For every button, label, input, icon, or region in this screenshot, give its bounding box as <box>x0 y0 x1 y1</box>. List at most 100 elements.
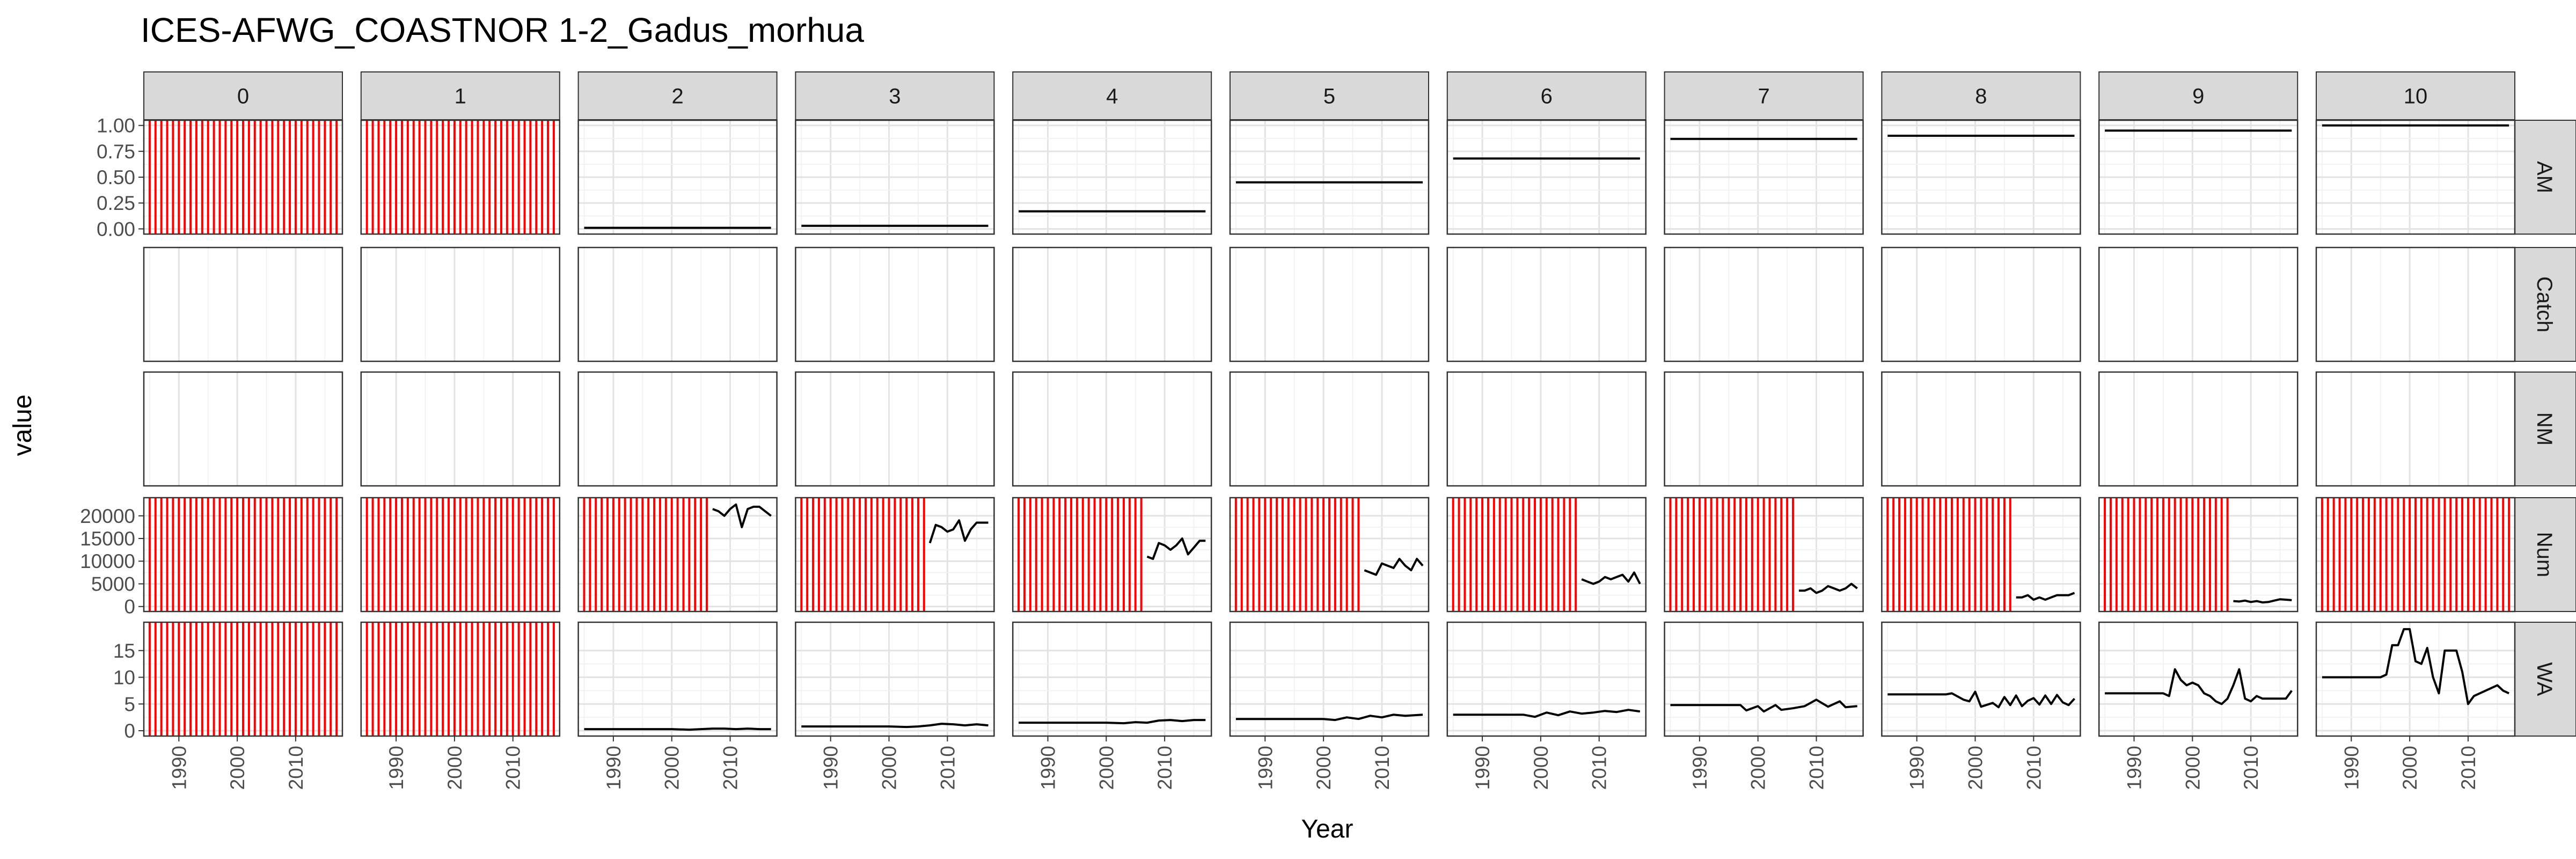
panel-border <box>577 119 778 235</box>
panel-background <box>1230 372 1429 486</box>
y-tick-label: 0.25 <box>97 192 135 214</box>
x-tick-label: 2000 <box>1747 746 1769 790</box>
x-tick-label: 2010 <box>1806 746 1828 790</box>
facet-panel <box>577 371 778 487</box>
x-tick-label: 2000 <box>661 746 683 790</box>
facet-row-strip <box>2513 497 2576 612</box>
panel-background <box>795 372 994 486</box>
x-tick-label: 2010 <box>936 746 958 790</box>
y-tick-label: 15000 <box>80 528 135 550</box>
x-tick-label: 2010 <box>2240 746 2262 790</box>
panel-border <box>2315 246 2516 362</box>
facet-panel <box>360 371 561 487</box>
panel-border <box>1664 621 1864 737</box>
panel-background <box>1664 247 1863 361</box>
facet-panel <box>360 497 561 613</box>
facet-panel <box>2098 371 2299 487</box>
x-tick-label: 2010 <box>2457 746 2479 790</box>
x-tick-label: 1990 <box>1037 746 1059 790</box>
panel-border <box>1664 119 1864 235</box>
facet-panel <box>577 497 778 613</box>
y-tick-label: 0 <box>124 720 135 742</box>
panel-border <box>2098 497 2299 613</box>
y-tick-label: 5 <box>124 693 135 715</box>
facet-panel <box>2315 497 2516 613</box>
x-tick-label: 2010 <box>502 746 524 790</box>
panel-background <box>1882 622 2081 736</box>
facet-panel <box>1664 246 1864 362</box>
series-line <box>1235 714 1423 722</box>
panel-border <box>1664 246 1864 362</box>
panel-border <box>1012 621 1212 737</box>
facet-panel <box>1881 621 2081 737</box>
panel-background <box>578 622 777 736</box>
facet-strip-label: 1 <box>455 85 466 108</box>
panel-border <box>143 371 343 487</box>
panel-border <box>577 497 778 613</box>
series-line <box>1146 537 1206 560</box>
facet-panel <box>2098 119 2299 235</box>
facet-panel <box>1229 371 1430 487</box>
panel-border <box>2098 371 2299 487</box>
facet-panel <box>1229 246 1430 362</box>
x-tick-label: 1990 <box>1906 746 1928 790</box>
facet-row-label: NM <box>2533 412 2556 446</box>
x-tick-label: 2000 <box>879 746 901 790</box>
panel-background <box>578 247 777 361</box>
panel-background <box>1664 622 1863 736</box>
panel-background <box>144 247 342 361</box>
panel-background <box>1447 372 1646 486</box>
panel-background <box>144 372 342 486</box>
x-tick-label: 2010 <box>1589 746 1611 790</box>
x-tick-label: 2000 <box>444 746 466 790</box>
panel-background <box>361 372 560 486</box>
y-tick-label: 10 <box>113 667 135 689</box>
facet-panel <box>577 119 778 235</box>
facet-strip-label: 3 <box>889 85 901 108</box>
facet-panel <box>1664 621 1864 737</box>
panel-background <box>1447 622 1646 736</box>
facet-panel <box>795 497 995 613</box>
facet-strip-label: 10 <box>2404 85 2428 108</box>
facet-panel <box>1446 371 1647 487</box>
series-line <box>1887 690 2075 709</box>
x-tick-label: 1990 <box>1254 746 1276 790</box>
panel-background <box>1230 247 1429 361</box>
chart-title: ICES-AFWG_COASTNOR 1-2_Gadus_morhua <box>141 11 864 49</box>
panel-border <box>795 621 995 737</box>
facet-panel <box>2315 371 2516 487</box>
panel-border <box>795 119 995 235</box>
facet-panel <box>795 621 995 737</box>
panel-background <box>361 247 560 361</box>
facet-strip <box>1664 71 1864 120</box>
panel-border <box>577 371 778 487</box>
panel-border <box>1446 246 1647 362</box>
facet-panel <box>1446 497 1647 613</box>
facet-panel <box>2098 497 2299 613</box>
facet-panel <box>360 621 561 737</box>
x-tick-label: 1990 <box>2123 746 2145 790</box>
panel-background <box>1013 372 1212 486</box>
panel-border <box>1012 119 1212 235</box>
panel-border <box>2098 119 2299 235</box>
facet-panel <box>1664 497 1864 613</box>
panel-background <box>795 622 994 736</box>
facet-panel <box>1881 371 2081 487</box>
panel-border <box>1229 371 1430 487</box>
facet-panel <box>143 371 343 487</box>
facet-strip <box>577 71 778 120</box>
y-tick-label: 0 <box>124 596 135 618</box>
facet-panel <box>2098 621 2299 737</box>
facet-panel <box>1881 119 2081 235</box>
panel-background <box>1013 247 1212 361</box>
panel-border <box>1881 497 2081 613</box>
facet-panel <box>143 246 343 362</box>
panel-border <box>143 621 343 737</box>
facet-strip-label: 9 <box>2192 85 2204 108</box>
facet-panel <box>1229 119 1430 235</box>
facet-strip <box>1446 71 1646 120</box>
panel-border <box>1012 497 1212 613</box>
panel-border <box>360 371 561 487</box>
panel-background <box>1447 247 1646 361</box>
panel-border <box>1012 246 1212 362</box>
